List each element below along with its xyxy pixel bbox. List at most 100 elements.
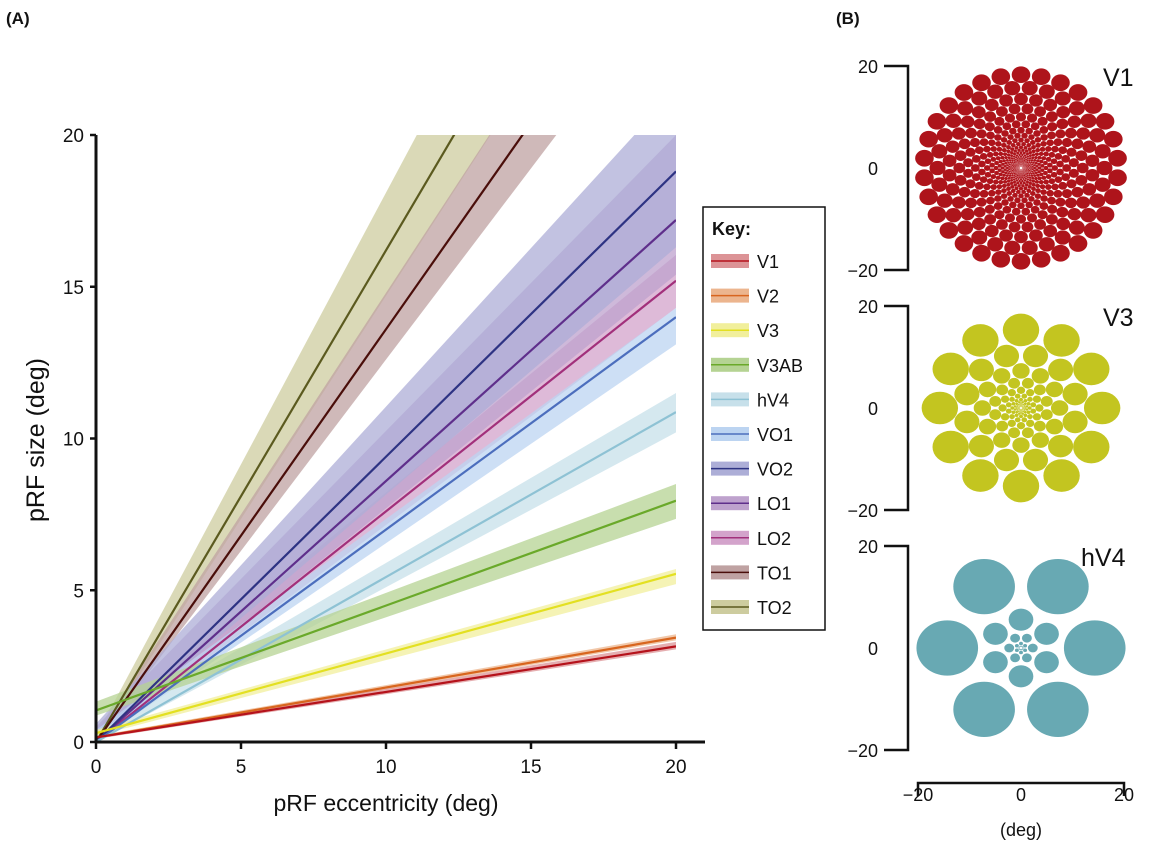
rf-circle — [993, 344, 1020, 368]
rf-circle — [1014, 132, 1021, 139]
rf-circle — [1011, 66, 1031, 84]
rf-circle — [1013, 166, 1016, 168]
rf-circle — [1008, 168, 1011, 171]
rf-circle — [972, 74, 991, 92]
rf-circle — [1025, 170, 1028, 172]
rf-circle — [1067, 115, 1082, 128]
rf-circle — [1039, 202, 1049, 210]
legend-item-vo2: VO2 — [711, 460, 793, 480]
rf-circle — [1018, 162, 1020, 164]
rf-circle — [1018, 172, 1020, 174]
rf-circle — [1018, 163, 1020, 165]
rf-circle — [1018, 647, 1020, 649]
rf-circle — [1015, 168, 1017, 169]
rf-circle — [1037, 170, 1041, 174]
rf-circle — [1031, 182, 1036, 187]
rf-circle — [1021, 409, 1023, 411]
rf-circle — [1002, 159, 1006, 163]
rf-circle — [1025, 167, 1028, 169]
rf-circle — [1017, 168, 1018, 169]
rf-circle — [1017, 160, 1020, 162]
rf-circle — [993, 165, 999, 171]
rf-circle — [1028, 176, 1032, 179]
rf-circle — [919, 188, 938, 206]
rf-circle — [1022, 160, 1025, 162]
rf-circle — [1026, 410, 1031, 414]
rf-circle — [1017, 166, 1019, 168]
rf-circle — [1023, 413, 1028, 418]
rf-circle — [1017, 162, 1019, 164]
rf-circle — [1056, 217, 1071, 231]
rf-circle — [1068, 168, 1079, 178]
rf-circle — [1025, 171, 1027, 173]
rf-circle — [953, 558, 1015, 615]
rf-circle — [1022, 151, 1026, 155]
rf-circle — [1014, 169, 1016, 171]
rf-circle — [1015, 410, 1019, 414]
rf-circle — [976, 197, 987, 207]
rf-circle — [1030, 191, 1036, 197]
rf-circle — [942, 154, 957, 167]
rf-circle — [1011, 410, 1016, 414]
rf-circle — [965, 179, 976, 189]
rf-circle — [1022, 448, 1049, 472]
rf-circle — [1021, 159, 1024, 161]
rf-circle — [1021, 406, 1022, 408]
rf-circle — [1016, 174, 1019, 177]
rf-circle — [1027, 406, 1032, 410]
rf-circle — [1012, 165, 1015, 168]
rf-circle — [1023, 406, 1025, 408]
rf-circle — [1018, 165, 1019, 167]
legend-item-to2: TO2 — [711, 598, 792, 618]
rf-circle — [1019, 181, 1023, 185]
rf-circle — [971, 154, 981, 163]
rf-circle — [1017, 164, 1019, 166]
rf-circle — [1037, 155, 1042, 160]
rf-circle — [1043, 160, 1048, 166]
rf-circle — [983, 165, 991, 171]
rf-circle — [1019, 404, 1021, 406]
rf-circle — [1031, 156, 1035, 160]
rf-circle — [1019, 165, 1020, 166]
rf-circle — [1062, 164, 1072, 172]
rf-circle — [971, 230, 988, 245]
rf-circle — [1024, 183, 1029, 187]
rf-circle — [1022, 403, 1025, 406]
rf-circle — [993, 126, 1003, 134]
rf-circle — [1011, 164, 1014, 167]
rf-circle — [1001, 188, 1007, 194]
rf-circle — [1025, 169, 1026, 170]
rf-circle — [1019, 397, 1023, 402]
rf-circle — [989, 396, 1002, 407]
rf-circle — [1023, 648, 1028, 653]
rf-circle — [1034, 106, 1046, 117]
rf-circle — [1022, 408, 1024, 410]
rf-circle — [1031, 170, 1034, 173]
rf-circle — [1054, 152, 1063, 160]
rf-circle — [1023, 186, 1028, 191]
rf-circle — [1026, 113, 1038, 123]
panel-a-label: (A) — [6, 9, 30, 28]
rf-circle — [1021, 171, 1023, 172]
rf-circle — [1012, 437, 1030, 453]
rf-circle — [998, 159, 1003, 164]
rf-circle — [1001, 199, 1009, 206]
rf-circle — [1021, 172, 1023, 173]
panel-y-tick-label: −20 — [847, 501, 878, 521]
rf-circle — [1006, 145, 1011, 150]
rf-circle — [1023, 171, 1025, 173]
rf-circle — [1019, 408, 1020, 409]
rf-circle — [1025, 201, 1033, 209]
rf-circle — [1056, 118, 1069, 130]
rf-circle — [1016, 166, 1018, 168]
rf-circle — [1026, 213, 1038, 223]
rf-circle — [1028, 161, 1031, 164]
rf-circle — [1014, 175, 1017, 178]
rf-circle — [1021, 179, 1024, 183]
rf-circle — [1043, 459, 1080, 492]
rf-circle — [1010, 633, 1021, 643]
rf-circle — [1015, 179, 1019, 182]
panel-y-tick-label: 20 — [858, 297, 878, 317]
rf-circle — [1083, 222, 1103, 239]
rf-circle — [1017, 171, 1019, 173]
